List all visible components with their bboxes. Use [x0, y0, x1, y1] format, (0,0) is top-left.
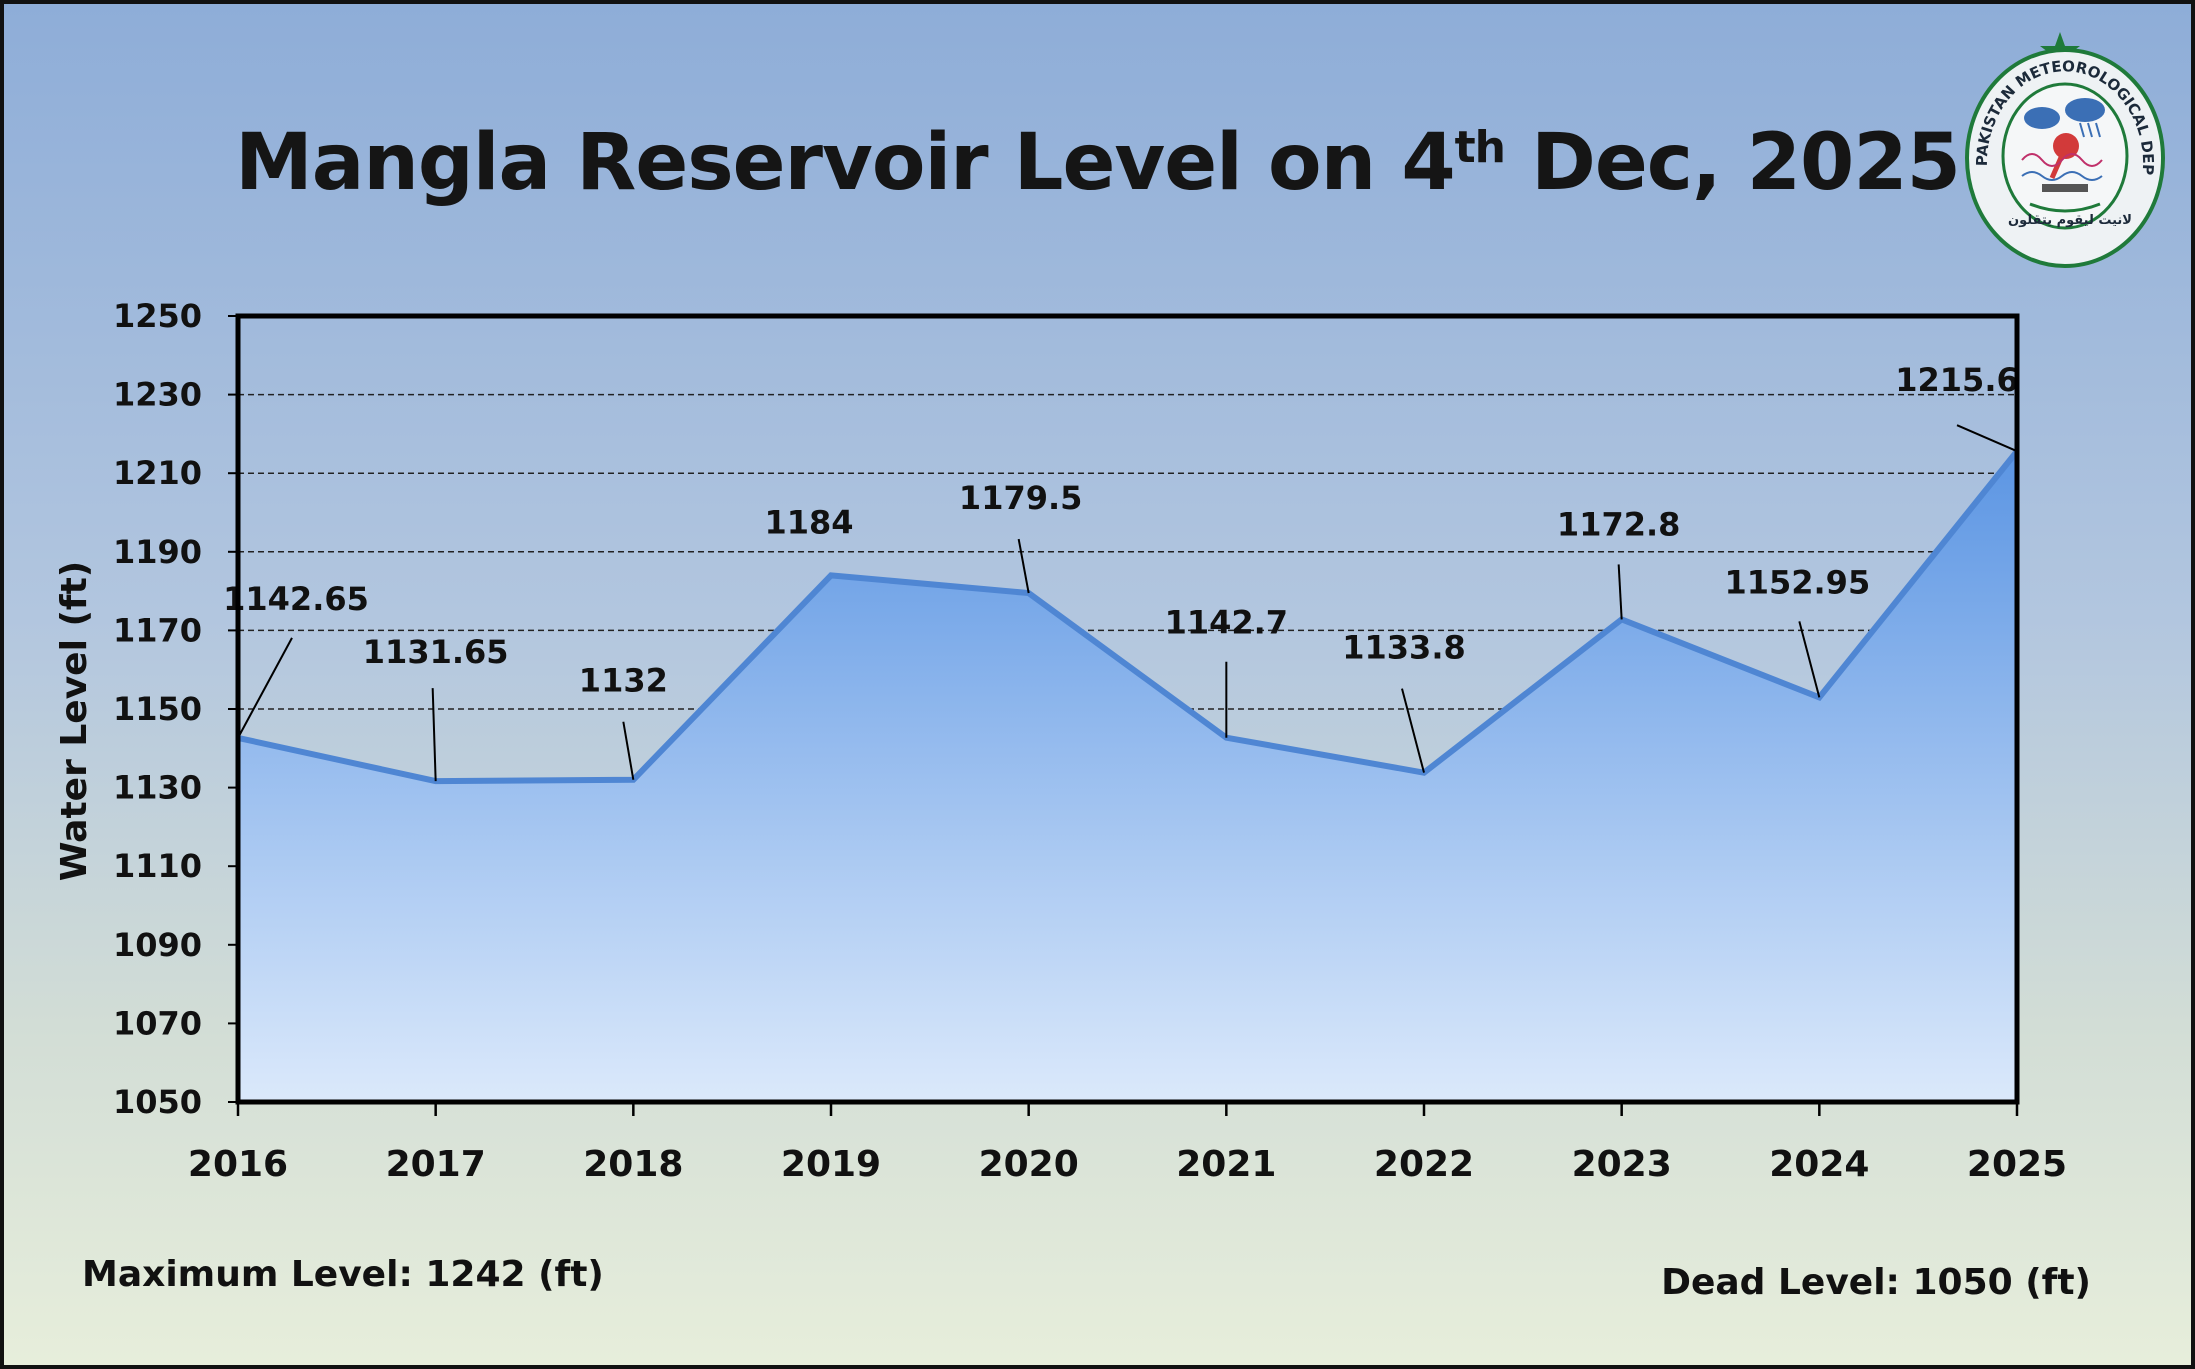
leader-line: [1401, 688, 1425, 773]
area-series: [238, 451, 2017, 1102]
data-label: 1142.7: [1165, 604, 1288, 642]
x-tick-label: 2025: [1967, 1144, 2067, 1185]
x-tick-label: 2017: [386, 1144, 486, 1185]
y-tick-label: 1090: [113, 926, 202, 964]
data-label: 1132: [579, 662, 668, 700]
y-tick-label: 1070: [113, 1004, 202, 1042]
x-tick-label: 2016: [188, 1144, 288, 1185]
series-line: [237, 449, 2020, 785]
y-tick-label: 1230: [113, 376, 202, 414]
y-axis-label: Water Level (ft): [54, 561, 95, 882]
y-tick-label: 1150: [113, 690, 202, 728]
y-axis: 1050 1070 1090 1110 1130 1150 1170 1190 1210 1230…: [113, 297, 238, 1121]
title-superscript: th: [1454, 122, 1506, 173]
x-tick-label: 2024: [1769, 1144, 1869, 1185]
leader-line: [1017, 538, 1030, 594]
leader-line: [431, 688, 437, 782]
title-rest: Dec, 2025: [1504, 118, 1961, 208]
data-label: 1215.6: [1895, 361, 2018, 399]
cloud-icon: [2024, 98, 2105, 138]
data-label: 1184: [764, 503, 853, 541]
data-label: 1131.65: [363, 633, 509, 671]
instrument-icon: [2021, 133, 2103, 213]
y-tick-label: 1210: [113, 454, 202, 492]
y-tick-label: 1110: [113, 847, 202, 885]
data-label: 1133.8: [1342, 629, 1465, 667]
data-label: 1172.8: [1557, 505, 1680, 543]
pmd-logo: PAKISTAN METEOROLOGICAL DEPARTMENT لانيت…: [1960, 28, 2165, 268]
leader-line: [622, 721, 635, 780]
y-tick-label: 1130: [113, 769, 202, 807]
y-tick-label: 1170: [113, 611, 202, 649]
leader-line: [1956, 424, 2018, 453]
data-label: 1152.95: [1724, 563, 1870, 601]
label-leaders: [237, 424, 2018, 782]
x-tick-label: 2023: [1572, 1144, 1672, 1185]
x-tick-label: 2018: [583, 1144, 683, 1185]
x-tick-label: 2020: [979, 1144, 1079, 1185]
x-tick-label: 2019: [781, 1144, 881, 1185]
x-axis: 2016 2017 2018 2019 2020 2021 2022 2023 2024 2025: [188, 1102, 2067, 1185]
chart-title: Mangla Reservoir Level on 4th Dec, 2025: [0, 118, 2195, 208]
x-tick-label: 2021: [1176, 1144, 1276, 1185]
y-tick-label: 1250: [113, 297, 202, 335]
x-tick-label: 2022: [1374, 1144, 1474, 1185]
leader-line: [237, 637, 293, 739]
leader-line: [1617, 564, 1623, 620]
dead-level-note: Dead Level: 1050 (ft): [1661, 1262, 2091, 1303]
data-labels: 1142.65 1131.65 1132 1184 1179.5 1142.7 1133.8…: [223, 361, 2019, 700]
data-label: 1179.5: [959, 479, 1082, 517]
logo-motto: لانيت ليقوم يتقلون: [2008, 213, 2132, 228]
maximum-level-note: Maximum Level: 1242 (ft): [82, 1254, 604, 1295]
leader-line: [1798, 621, 1821, 698]
y-tick-label: 1190: [113, 533, 202, 571]
data-label: 1142.65: [223, 580, 369, 618]
y-tick-label: 1050: [113, 1083, 202, 1121]
title-main: Mangla Reservoir Level on 4: [235, 118, 1455, 208]
